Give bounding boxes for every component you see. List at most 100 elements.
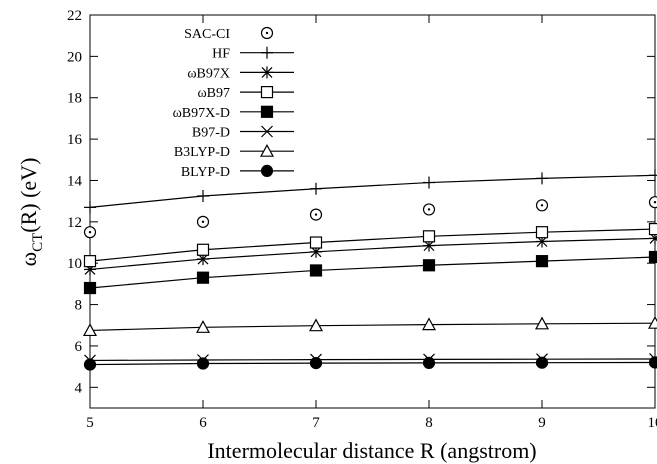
series-line [89,358,656,362]
legend-entry: BLYP-D [181,164,294,180]
legend-entry: ωB97X [187,66,294,81]
y-axis-title-rest: (R) (eV) [16,158,41,233]
x-tick-label: 8 [425,415,433,431]
legend-entry: B3LYP-D [174,143,294,160]
legend-marker [261,66,273,79]
data-point [83,226,97,239]
data-point [84,201,96,214]
legend-entry: HF [212,46,294,62]
series-B3LYP-D [82,315,657,337]
series-SAC-CI [83,196,657,239]
data-point [422,230,436,243]
data-point [308,318,324,332]
x-axis-title: Intermolecular distance R (angstrom) [207,438,536,463]
series-line [89,237,656,271]
y-tick-label: 10 [67,256,82,272]
series-line [89,228,656,262]
data-point [422,203,436,216]
legend-label: SAC-CI [184,27,230,42]
data-point [310,182,322,195]
data-point [648,356,657,369]
axis-ticks: 5 6 7 8 9 10 4 6 8 10 12 14 16 18 20 22 [67,8,657,431]
data-point [647,315,657,329]
series-ωB97 [83,222,657,268]
legend: SAC-CI HF ωB97X ωB97 ωB97X-D B97-D B3LYP-D BLYP… [173,26,294,180]
data-point [309,236,323,249]
x-tick-label: 7 [312,415,320,431]
data-point [195,320,211,333]
y-tick-label: 18 [67,91,82,107]
legend-marker [261,125,273,138]
data-point [535,356,549,369]
data-point [535,226,549,239]
legend-marker [260,105,274,118]
y-axis-title-main: ω [16,252,41,266]
legend-entry: B97-D [192,126,294,141]
y-tick-label: 12 [67,215,82,231]
legend-entry: ωB97X-D [173,105,294,121]
data-point [649,169,657,182]
y-tick-label: 4 [75,380,83,396]
y-tick-label: 16 [67,132,83,148]
series-line [89,361,656,366]
series-ωB97X-D [83,250,657,295]
data-point [535,255,549,268]
data-point [648,196,657,209]
x-tick-label: 10 [648,415,657,431]
series-layer [82,169,657,371]
data-point [82,323,98,337]
legend-label: ωB97 [197,86,230,101]
legend-marker [261,46,273,59]
legend-label: BLYP-D [181,165,230,180]
plot-frame [89,14,656,409]
data-point [648,222,657,236]
series-line [89,256,656,289]
legend-marker [260,26,274,40]
legend-entry: ωB97 [197,85,294,101]
legend-entry: SAC-CI [184,26,274,42]
data-point [536,172,548,185]
x-tick-label: 6 [199,415,207,431]
data-point [309,357,323,370]
data-point [309,208,323,221]
data-point [83,358,97,371]
x-tick-label: 5 [86,415,94,431]
data-point [535,199,549,212]
data-point [196,357,210,370]
data-point [421,317,437,331]
data-point [648,250,657,264]
data-point [196,243,210,256]
series-HF [84,169,657,214]
data-point [83,255,97,268]
y-tick-label: 20 [67,49,82,65]
data-point [422,259,436,272]
legend-label: ωB97X [187,66,230,81]
legend-marker [259,143,275,157]
legend-label: B97-D [192,126,230,141]
series-BLYP-D [83,356,657,371]
y-tick-label: 22 [67,8,82,24]
series-line [89,322,656,332]
y-axis-title-sub: CT [30,233,46,252]
y-tick-label: 8 [75,298,83,314]
data-point [309,264,323,277]
legend-marker [260,85,274,99]
legend-label: HF [212,47,230,62]
series-ωB97X [84,232,657,276]
data-point [196,215,210,228]
series-line [89,174,656,208]
y-axis-title: ωCT(R) (eV) [16,158,46,267]
data-point [423,176,435,189]
legend-label: B3LYP-D [174,145,230,160]
data-point [197,189,209,202]
data-point [83,281,97,295]
data-point [534,316,550,330]
data-point [196,271,210,284]
x-tick-label: 9 [538,415,546,431]
data-point [422,356,436,370]
y-tick-label: 14 [67,173,83,189]
legend-marker [260,164,274,177]
y-tick-label: 6 [75,339,83,355]
